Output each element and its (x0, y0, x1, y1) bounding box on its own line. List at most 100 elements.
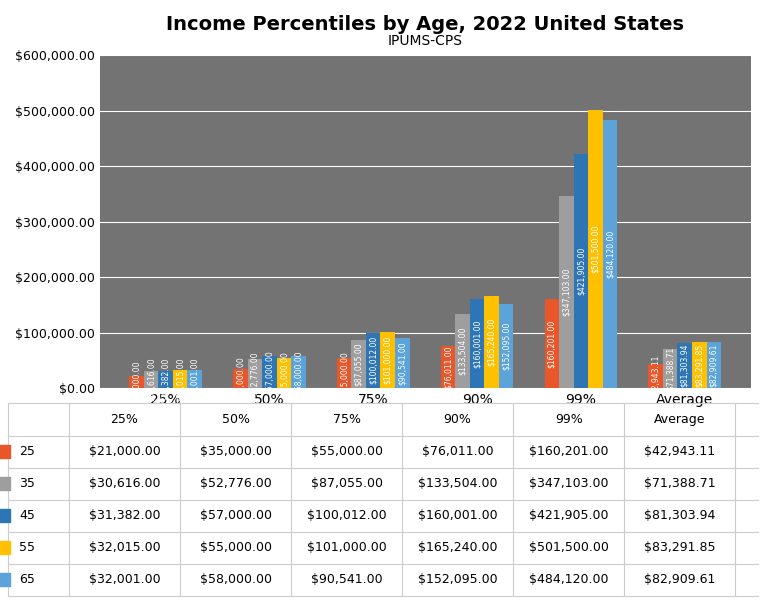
Bar (663, 349, 677, 388)
Text: $90,541.00: $90,541.00 (311, 573, 382, 586)
Text: IPUMS-CPS: IPUMS-CPS (388, 34, 463, 48)
Bar (352, 340, 366, 388)
Bar (648, 364, 663, 388)
Text: $57,000.00: $57,000.00 (200, 509, 271, 522)
Text: $421,905.00: $421,905.00 (529, 509, 608, 522)
Text: $21,000.00: $21,000.00 (89, 445, 160, 458)
Text: $35,000.00: $35,000.00 (200, 445, 271, 458)
Text: $31,382.00: $31,382.00 (161, 358, 170, 401)
Bar (455, 314, 470, 388)
Text: $165,240.00: $165,240.00 (418, 541, 497, 554)
Bar (484, 296, 499, 388)
Text: $71,388.71: $71,388.71 (666, 347, 675, 390)
Text: $57,000.00: $57,000.00 (265, 351, 274, 394)
Text: 99%: 99% (555, 413, 583, 426)
Bar (603, 120, 617, 388)
Bar (381, 332, 395, 388)
Text: $21,000.00: $21,000.00 (132, 360, 141, 404)
Text: $347,103.00: $347,103.00 (561, 267, 571, 316)
Text: $76,011.00: $76,011.00 (422, 445, 493, 458)
Bar (588, 110, 603, 388)
Text: $100,012.00: $100,012.00 (368, 336, 378, 384)
Bar (366, 333, 381, 388)
Text: $133,504.00: $133,504.00 (458, 327, 467, 375)
Text: $31,382.00: $31,382.00 (89, 509, 160, 522)
Text: $165,240.00: $165,240.00 (487, 318, 496, 367)
Text: $42,943.11: $42,943.11 (651, 354, 660, 398)
Bar (574, 154, 588, 388)
Bar (559, 196, 574, 388)
Text: $42,943.11: $42,943.11 (644, 445, 715, 458)
Text: $484,120.00: $484,120.00 (605, 230, 614, 278)
Text: $82,909.61: $82,909.61 (709, 343, 719, 387)
Text: $55,000.00: $55,000.00 (339, 351, 349, 395)
Title: Income Percentiles by Age, 2022 United States: Income Percentiles by Age, 2022 United S… (166, 15, 684, 34)
Text: 25%: 25% (110, 413, 139, 426)
Bar (337, 357, 352, 388)
Bar (159, 371, 173, 388)
Bar (277, 357, 291, 388)
Text: 45: 45 (19, 509, 35, 522)
Text: $160,001.00: $160,001.00 (473, 320, 482, 368)
Text: 50%: 50% (221, 413, 250, 426)
Text: 35: 35 (19, 477, 35, 490)
Text: $81,303.94: $81,303.94 (680, 344, 689, 387)
Text: $81,303.94: $81,303.94 (644, 509, 715, 522)
Text: $58,000.00: $58,000.00 (200, 573, 271, 586)
Bar (262, 357, 277, 388)
Text: $101,000.00: $101,000.00 (383, 336, 392, 384)
Text: $87,055.00: $87,055.00 (311, 477, 382, 490)
Text: $160,001.00: $160,001.00 (418, 509, 497, 522)
Bar (233, 368, 247, 388)
Text: $52,776.00: $52,776.00 (250, 352, 260, 395)
Bar (677, 343, 692, 388)
Bar (129, 376, 144, 388)
Text: $90,541.00: $90,541.00 (398, 341, 407, 385)
Text: $30,616.00: $30,616.00 (146, 358, 155, 402)
Text: $71,388.71: $71,388.71 (644, 477, 715, 490)
Bar (395, 338, 410, 388)
Text: $82,909.61: $82,909.61 (644, 573, 715, 586)
Text: 75%: 75% (332, 413, 361, 426)
Text: $32,015.00: $32,015.00 (89, 541, 160, 554)
Text: $421,905.00: $421,905.00 (576, 247, 585, 295)
Text: $55,000.00: $55,000.00 (311, 445, 382, 458)
Text: $101,000.00: $101,000.00 (306, 541, 387, 554)
Text: $35,000.00: $35,000.00 (236, 357, 245, 400)
Bar (706, 342, 721, 388)
Text: $55,000.00: $55,000.00 (280, 351, 289, 395)
Text: $76,011.00: $76,011.00 (444, 345, 453, 389)
Text: $152,095.00: $152,095.00 (418, 573, 497, 586)
Text: $501,500.00: $501,500.00 (529, 541, 609, 554)
Text: $152,095.00: $152,095.00 (502, 322, 511, 370)
Bar (188, 370, 202, 388)
Bar (470, 299, 484, 388)
Text: $83,291.85: $83,291.85 (644, 541, 715, 554)
Text: $484,120.00: $484,120.00 (529, 573, 608, 586)
Text: $160,201.00: $160,201.00 (529, 445, 608, 458)
Text: $501,500.00: $501,500.00 (591, 225, 600, 274)
Text: $83,291.85: $83,291.85 (695, 343, 704, 387)
Bar (440, 346, 455, 388)
Text: $87,055.00: $87,055.00 (354, 342, 363, 386)
Text: 65: 65 (19, 573, 35, 586)
Text: $347,103.00: $347,103.00 (529, 477, 608, 490)
Text: $58,000.00: $58,000.00 (294, 350, 303, 394)
Bar (291, 356, 306, 388)
Text: $32,001.00: $32,001.00 (89, 573, 160, 586)
Bar (545, 299, 559, 388)
Text: Average: Average (654, 413, 705, 426)
Text: $160,201.00: $160,201.00 (548, 320, 556, 368)
Text: $52,776.00: $52,776.00 (200, 477, 271, 490)
Text: $32,001.00: $32,001.00 (190, 357, 199, 401)
Text: $100,012.00: $100,012.00 (307, 509, 386, 522)
Bar (247, 359, 262, 388)
Bar (144, 371, 159, 388)
Bar (499, 304, 513, 388)
Text: 25: 25 (19, 445, 35, 458)
Text: $55,000.00: $55,000.00 (200, 541, 271, 554)
Text: $30,616.00: $30,616.00 (89, 477, 160, 490)
Bar (173, 370, 188, 388)
Text: 55: 55 (19, 541, 35, 554)
Bar (692, 342, 706, 388)
